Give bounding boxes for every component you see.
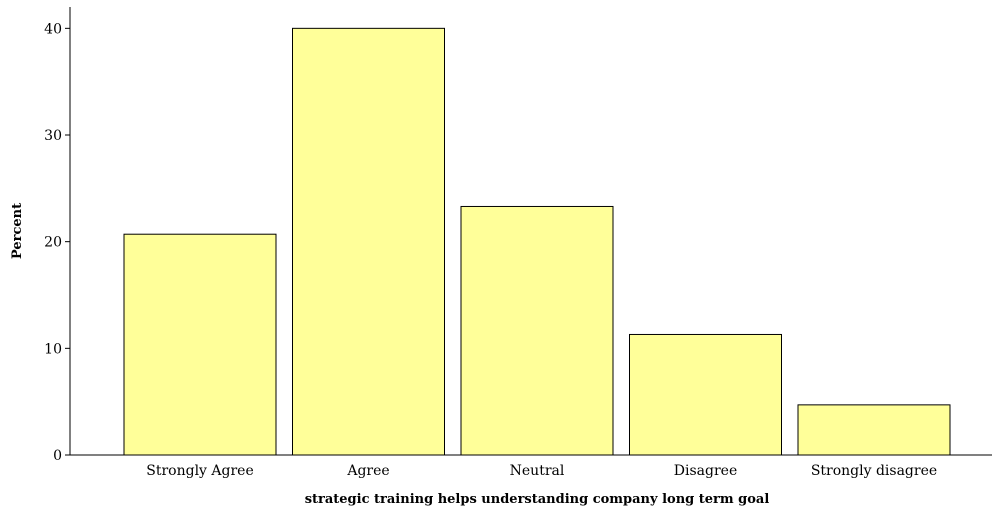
y-tick-label: 20 (44, 235, 62, 251)
bar-strongly-disagree (797, 404, 951, 456)
y-tick-label: 40 (44, 21, 62, 37)
y-axis-ticks: 0 10 20 30 40 (44, 21, 70, 464)
y-tick-label: 30 (44, 128, 62, 144)
x-tick-label: Strongly Agree (146, 463, 254, 479)
bar-disagree (629, 333, 782, 456)
y-axis-title: Percent (10, 203, 25, 259)
x-tick-label: Disagree (674, 463, 737, 479)
bars-group (123, 27, 951, 456)
x-axis-ticks: Strongly Agree Agree Neutral Disagree Strong… (146, 463, 937, 479)
y-tick-label: 10 (44, 341, 62, 357)
x-tick-label: Neutral (510, 463, 565, 479)
x-axis-title: strategic training helps understanding c… (305, 492, 770, 507)
x-tick-label: Strongly disagree (811, 463, 937, 479)
bar-strongly-agree (123, 233, 277, 456)
bar-neutral (460, 205, 614, 456)
x-tick-label: Agree (346, 463, 389, 479)
y-tick-label: 0 (53, 448, 62, 464)
bar-agree (292, 27, 445, 456)
